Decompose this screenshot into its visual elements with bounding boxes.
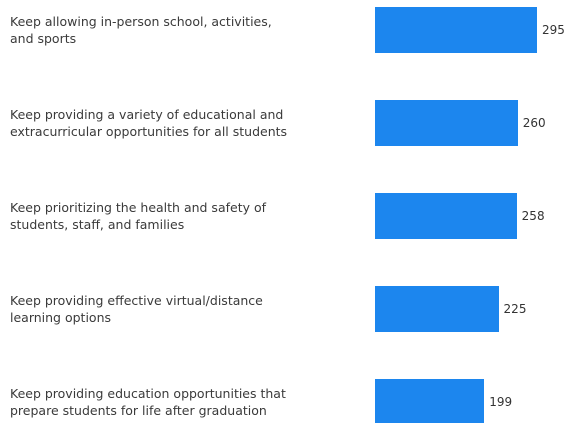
bar	[375, 7, 537, 53]
bar	[375, 193, 517, 239]
bar	[375, 100, 518, 146]
value-label: 295	[542, 23, 565, 37]
bar	[375, 379, 485, 423]
bar-row: Keep providing education opportunities t…	[0, 379, 565, 423]
value-label: 199	[489, 395, 513, 409]
bar-row: Keep providing a variety of educational …	[0, 100, 565, 146]
bar	[375, 286, 499, 332]
category-label: Keep providing a variety of educational …	[10, 107, 288, 139]
bar-row: Keep allowing in-person school, activiti…	[0, 7, 565, 53]
value-label: 258	[521, 209, 545, 223]
bar-row: Keep providing effective virtual/distanc…	[0, 286, 565, 332]
value-label: 225	[503, 302, 527, 316]
category-label: Keep prioritizing the health and safety …	[10, 200, 267, 232]
value-label: 260	[522, 116, 546, 130]
category-label: Keep allowing in-person school, activiti…	[10, 14, 272, 46]
category-label: Keep providing education opportunities t…	[10, 386, 286, 418]
category-label: Keep providing effective virtual/distanc…	[10, 293, 263, 325]
bar-row: Keep prioritizing the health and safety …	[0, 193, 565, 239]
